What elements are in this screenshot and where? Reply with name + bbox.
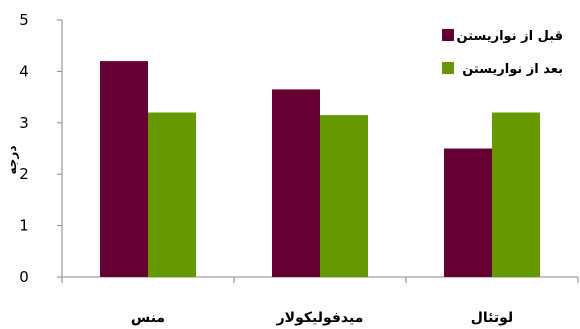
y-axis-label: درجه bbox=[5, 146, 19, 175]
legend-swatch-before bbox=[442, 29, 454, 41]
bar-before-2 bbox=[444, 148, 492, 277]
category-label: میدفولیکولار bbox=[276, 310, 364, 326]
legend-label-after: بعد از نواریستن bbox=[462, 62, 563, 77]
y-tick-label: 3 bbox=[19, 114, 29, 132]
legend: قبل از نواریستن بعد از نواریستن bbox=[442, 29, 563, 77]
bar-after-0 bbox=[148, 112, 196, 278]
bar-after-2 bbox=[492, 112, 540, 278]
bar-after-1 bbox=[320, 115, 368, 277]
legend-label-before: قبل از نواریستن bbox=[456, 29, 563, 44]
bar-before-1 bbox=[272, 89, 320, 277]
bar-before-0 bbox=[100, 61, 148, 278]
bars bbox=[100, 61, 540, 278]
y-tick-label: 4 bbox=[19, 62, 29, 80]
y-tick-label: 0 bbox=[19, 268, 29, 286]
y-tick-label: 1 bbox=[19, 217, 29, 235]
category-labels: منس میدفولیکولار لوتئال bbox=[61, 277, 579, 326]
y-tick-label: 5 bbox=[19, 11, 29, 29]
category-label: منس bbox=[131, 310, 165, 326]
category-label: لوتئال bbox=[471, 310, 513, 326]
y-tick-label: 2 bbox=[19, 165, 29, 183]
y-ticks: 0 1 2 3 4 5 bbox=[19, 11, 62, 286]
legend-swatch-after bbox=[442, 62, 454, 74]
